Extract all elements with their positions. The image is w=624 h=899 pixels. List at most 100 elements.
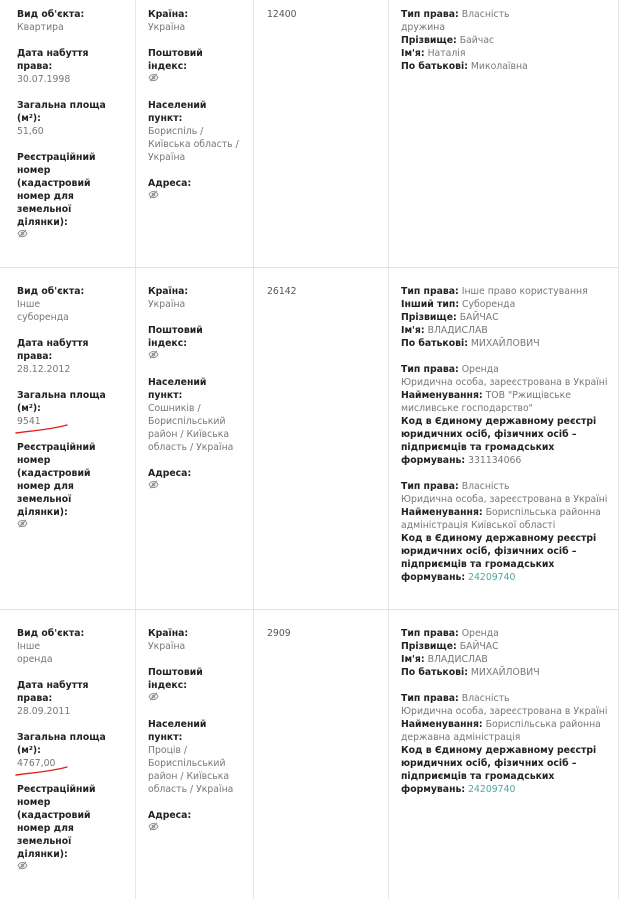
field: Поштовий індекс: bbox=[148, 666, 243, 705]
field-label: Вид об'єкта: bbox=[17, 9, 85, 20]
field: Вид об'єкта: Квартира bbox=[17, 8, 125, 34]
hidden-eye-icon[interactable] bbox=[148, 190, 159, 199]
right-value: БАЙЧАС bbox=[459, 641, 499, 652]
right-line: Код в Єдиному державному реєстрі юридичн… bbox=[401, 744, 608, 796]
field-value: Інше суборенда bbox=[17, 299, 69, 323]
hidden-eye-icon[interactable] bbox=[17, 861, 28, 870]
right-holder-group: Тип права: Оренда Прізвище: БАЙЧАС Ім'я: В… bbox=[401, 627, 608, 679]
location-column: Країна: Україна Поштовий індекс: Населений … bbox=[136, 610, 254, 899]
field: Поштовий індекс: bbox=[148, 324, 243, 363]
right-label: Тип права: bbox=[401, 628, 459, 639]
right-line: Ім'я: ВЛАДИСЛАВ bbox=[401, 653, 608, 666]
field-label: Дата набуття права: bbox=[17, 680, 89, 704]
right-line: Юридична особа, зареєстрована в Україні bbox=[401, 376, 608, 389]
hidden-eye-icon[interactable] bbox=[17, 519, 28, 528]
right-label: По батькові: bbox=[401, 338, 468, 349]
field: Країна: Україна bbox=[148, 285, 243, 311]
field-label: Загальна площа (м²): bbox=[17, 100, 106, 124]
area-column: 26142 bbox=[254, 268, 389, 609]
right-label: Тип права: bbox=[401, 9, 459, 20]
field-label: Загальна площа (м²): bbox=[17, 390, 106, 414]
hidden-eye-icon[interactable] bbox=[148, 350, 159, 359]
table-row: Вид об'єкта: Квартира Дата набуття права: 3… bbox=[0, 0, 618, 267]
object-column: Вид об'єкта: Інше суборенда Дата набуття п… bbox=[0, 268, 136, 609]
location-column: Країна: Україна Поштовий індекс: Населений … bbox=[136, 268, 254, 609]
right-label: Ім'я: bbox=[401, 654, 425, 665]
field-value: Інше оренда bbox=[17, 641, 53, 665]
field: Вид об'єкта: Інше суборенда bbox=[17, 285, 125, 324]
right-value: Юридична особа, зареєстрована в Україні bbox=[401, 494, 608, 505]
right-value: ВЛАДИСЛАВ bbox=[427, 654, 488, 665]
right-value: Байчас bbox=[459, 35, 495, 46]
right-value: Юридична особа, зареєстрована в Україні bbox=[401, 377, 608, 388]
right-label: Прізвище: bbox=[401, 312, 457, 323]
field-label: Загальна площа (м²): bbox=[17, 732, 106, 756]
hidden-eye-icon[interactable] bbox=[148, 480, 159, 489]
right-value: дружина bbox=[401, 22, 446, 33]
registry-code-link[interactable]: 24209740 bbox=[468, 572, 516, 583]
field: Населений пункт: Бориспіль / Київська обл… bbox=[148, 99, 243, 164]
right-label: Тип права: bbox=[401, 481, 459, 492]
right-label: Тип права: bbox=[401, 693, 459, 704]
right-value: Суборенда bbox=[462, 299, 516, 310]
field-label: Поштовий індекс: bbox=[148, 325, 203, 349]
right-line: По батькові: МИХАЙЛОВИЧ bbox=[401, 337, 608, 350]
field-value: Бориспіль / Київська область / Україна bbox=[148, 126, 239, 163]
right-value: Оренда bbox=[461, 628, 499, 639]
right-line: По батькові: МИХАЙЛОВИЧ bbox=[401, 666, 608, 679]
right-line: По батькові: Миколаївна bbox=[401, 60, 608, 73]
right-line: Прізвище: Байчас bbox=[401, 34, 608, 47]
right-line: дружина bbox=[401, 21, 608, 34]
field-value: Україна bbox=[148, 22, 186, 33]
field-label: Вид об'єкта: bbox=[17, 286, 85, 297]
table-row: Вид об'єкта: Інше суборенда Дата набуття п… bbox=[0, 267, 618, 609]
field-value: Україна bbox=[148, 299, 186, 310]
field: Реєстраційний номер (кадастровий номер д… bbox=[17, 441, 125, 532]
right-label: Інший тип: bbox=[401, 299, 460, 310]
field: Загальна площа (м²): 4767,00 bbox=[15, 731, 125, 776]
right-holder-group: Тип права: Власність Юридична особа, заре… bbox=[401, 692, 608, 796]
field-value-wrap: 4767,00 bbox=[15, 757, 125, 776]
field-value: 9541 bbox=[17, 416, 41, 427]
right-holder-group: Тип права: Інше право користування Інший … bbox=[401, 285, 608, 350]
field-label: Адреса: bbox=[148, 468, 192, 479]
right-value: Наталія bbox=[427, 48, 466, 59]
hidden-eye-icon[interactable] bbox=[148, 73, 159, 82]
field-value-wrap: 9541 bbox=[15, 415, 125, 434]
field-value: Сошників / Бориспільський район / Київсь… bbox=[148, 403, 234, 453]
right-label: Тип права: bbox=[401, 364, 459, 375]
hidden-eye-icon[interactable] bbox=[148, 822, 159, 831]
field: Поштовий індекс: bbox=[148, 47, 243, 86]
right-value: Бориспільська районна адміністрація Київ… bbox=[401, 507, 601, 531]
field: Дата набуття права: 28.12.2012 bbox=[17, 337, 125, 376]
right-line: Інший тип: Суборенда bbox=[401, 298, 608, 311]
registry-code-link[interactable]: 24209740 bbox=[468, 784, 516, 795]
hidden-eye-icon[interactable] bbox=[148, 692, 159, 701]
right-value: Власність bbox=[461, 9, 510, 20]
right-label: Ім'я: bbox=[401, 48, 425, 59]
field-label: Реєстраційний номер (кадастровий номер д… bbox=[17, 442, 96, 518]
right-line: Найменування: Бориспільська районна адмі… bbox=[401, 506, 608, 532]
field: Дата набуття права: 28.09.2011 bbox=[17, 679, 125, 718]
right-value: Власність bbox=[461, 693, 510, 704]
field: Загальна площа (м²): 9541 bbox=[15, 389, 125, 434]
right-value: МИХАЙЛОВИЧ bbox=[470, 667, 540, 678]
field: Реєстраційний номер (кадастровий номер д… bbox=[17, 151, 125, 242]
right-line: Найменування: ТОВ "Ржищівське мисливське… bbox=[401, 389, 608, 415]
right-line: Тип права: Власність bbox=[401, 692, 608, 705]
right-label: Найменування: bbox=[401, 390, 483, 401]
right-label: Тип права: bbox=[401, 286, 459, 297]
field: Адреса: bbox=[148, 177, 243, 203]
right-line: Юридична особа, зареєстрована в Україні bbox=[401, 493, 608, 506]
field-label: Вид об'єкта: bbox=[17, 628, 85, 639]
hidden-eye-icon[interactable] bbox=[17, 229, 28, 238]
field-label: Поштовий індекс: bbox=[148, 667, 203, 691]
field-value: Україна bbox=[148, 641, 186, 652]
field-label: Адреса: bbox=[148, 810, 192, 821]
field: Реєстраційний номер (кадастровий номер д… bbox=[17, 783, 125, 874]
field: Загальна площа (м²): 51,60 bbox=[17, 99, 125, 138]
rights-column: Тип права: Оренда Прізвище: БАЙЧАС Ім'я: В… bbox=[389, 610, 618, 899]
field-label: Поштовий індекс: bbox=[148, 48, 203, 72]
right-label: Код в Єдиному державному реєстрі юридичн… bbox=[401, 416, 597, 466]
right-label: Прізвище: bbox=[401, 35, 457, 46]
